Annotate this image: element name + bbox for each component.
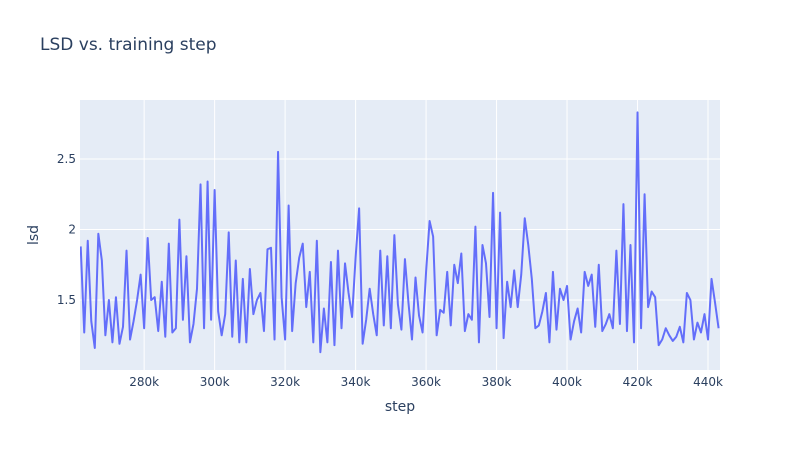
data-line xyxy=(80,111,720,354)
plot-area xyxy=(80,111,720,354)
x-tick-label: 420k xyxy=(623,375,653,389)
x-tick-label: 440k xyxy=(693,375,723,389)
x-tick-label: 380k xyxy=(482,375,512,389)
x-axis-title: step xyxy=(385,399,415,415)
x-tick-label: 280k xyxy=(129,375,159,389)
y-tick-label: 2 xyxy=(68,222,76,236)
x-tick-label: 400k xyxy=(552,375,582,389)
y-tick-label: 1.5 xyxy=(57,293,76,307)
x-tick-label: 320k xyxy=(270,375,300,389)
x-tick-label: 340k xyxy=(341,375,371,389)
x-tick-label: 360k xyxy=(411,375,441,389)
x-tick-label: 300k xyxy=(200,375,230,389)
y-tick-label: 2.5 xyxy=(57,152,76,166)
y-axis-title: lsd xyxy=(26,225,42,245)
chart-title: LSD vs. training step xyxy=(40,35,217,55)
